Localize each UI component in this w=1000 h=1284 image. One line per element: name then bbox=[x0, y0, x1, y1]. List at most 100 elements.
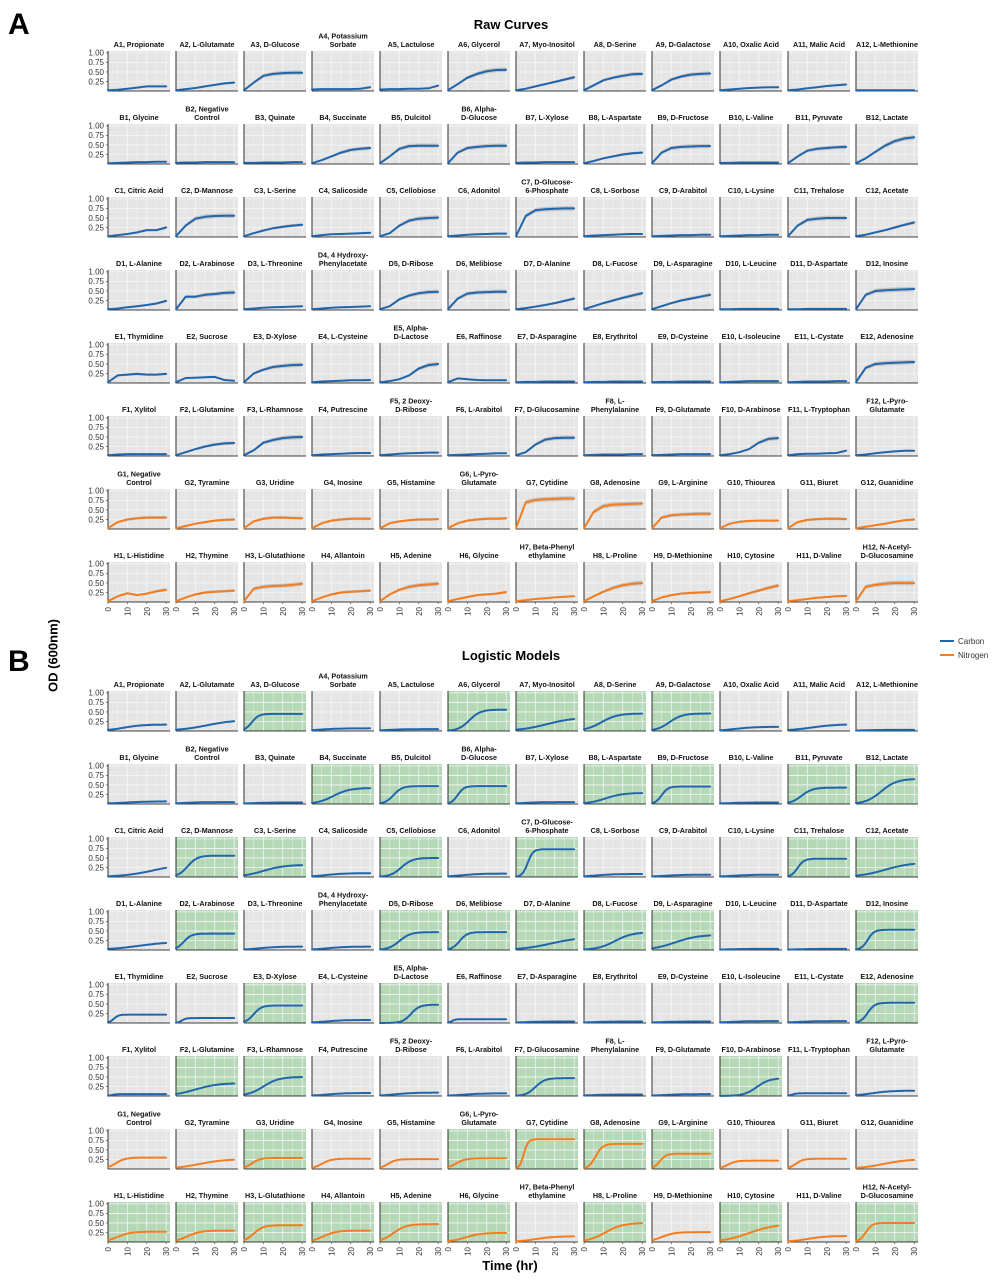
raw-ribbon bbox=[244, 581, 303, 602]
panel-title: B12, Lactate bbox=[866, 113, 908, 122]
model-panel-bg bbox=[244, 764, 306, 804]
raw-panel-bg bbox=[856, 197, 918, 237]
raw-curve bbox=[855, 582, 916, 603]
model-panel-bg bbox=[448, 764, 510, 804]
model-panel-B12: B12, Lactate bbox=[855, 753, 918, 805]
raw-curve bbox=[447, 232, 508, 238]
raw-curve bbox=[243, 71, 304, 92]
model-curve bbox=[379, 1223, 440, 1241]
x-tick-label: 10 bbox=[531, 1246, 540, 1255]
model-panel-G12: G12, Guanidine bbox=[855, 1118, 918, 1170]
x-tick-label: 30 bbox=[910, 1246, 919, 1255]
raw-panel-A3: A3, D-Glucose bbox=[243, 40, 306, 92]
y-tick-label: 0.75 bbox=[88, 771, 104, 780]
panel-title: A12, L-Methionine bbox=[856, 680, 918, 689]
raw-panel-E4: E4, L-Cysteine bbox=[311, 332, 374, 384]
raw-panel-bg bbox=[652, 270, 714, 310]
model-curve bbox=[787, 947, 848, 951]
model-curve bbox=[515, 938, 576, 950]
model-curve bbox=[651, 1231, 712, 1242]
x-tick-label: 0 bbox=[308, 1246, 317, 1251]
model-curve bbox=[583, 931, 644, 951]
raw-panel-C2: C2, D-Mannose bbox=[175, 186, 238, 238]
panel-title: G4, Inosine bbox=[324, 1118, 363, 1127]
model-curve bbox=[107, 1093, 168, 1097]
model-panel-A1: A1, Propionate 0.250.500.751.00 bbox=[88, 680, 170, 732]
raw-panel-bg bbox=[788, 343, 850, 383]
model-curve bbox=[651, 1020, 712, 1024]
y-tick-label: 1.00 bbox=[88, 835, 104, 844]
panel-title: H6, Glycine bbox=[459, 551, 498, 560]
panel-title: E2, Sucrose bbox=[186, 972, 227, 981]
x-tick-label: 30 bbox=[638, 1246, 647, 1255]
panel-title: C7, D-Glucose- bbox=[521, 178, 573, 187]
model-panel-bg bbox=[448, 691, 510, 731]
raw-curve bbox=[583, 502, 644, 530]
raw-panel-bg bbox=[652, 416, 714, 456]
raw-curve bbox=[515, 436, 576, 457]
raw-panel-bg bbox=[312, 51, 374, 91]
model-panel-E3: E3, D-Xylose bbox=[243, 972, 306, 1024]
model-panel-C12: C12, Acetate bbox=[855, 826, 918, 878]
panel-title: A12, L-Methionine bbox=[856, 40, 918, 49]
raw-curve bbox=[107, 85, 168, 92]
raw-curve bbox=[447, 144, 508, 165]
panel-title: G2, Tyramine bbox=[184, 478, 229, 487]
raw-curve bbox=[719, 380, 780, 384]
model-panel-D11: D11, D-Aspartate bbox=[787, 899, 850, 951]
model-panel-H12: H12, N-Acetyl-D-Glucosamine 0 10 20 30 bbox=[852, 1183, 919, 1256]
x-tick-label: 20 bbox=[347, 606, 356, 615]
panel-title: C3, L-Serine bbox=[254, 186, 296, 195]
y-tick-label: 0.75 bbox=[88, 423, 104, 432]
raw-curve bbox=[855, 136, 916, 165]
panel-title: G1, Negative bbox=[117, 1110, 161, 1119]
panel-title: B8, L-Aspartate bbox=[588, 113, 641, 122]
model-curve bbox=[107, 723, 168, 731]
panel-title: E3, D-Xylose bbox=[253, 332, 297, 341]
raw-panel-bg bbox=[584, 124, 646, 164]
model-panel-bg bbox=[788, 837, 850, 877]
raw-ribbon bbox=[788, 144, 847, 164]
panel-title: D-Lactose bbox=[394, 972, 429, 981]
model-panel-bg bbox=[652, 983, 714, 1023]
model-curve bbox=[787, 857, 848, 878]
x-tick-label: 0 bbox=[580, 606, 589, 611]
model-panel-F5: F5, 2 Deoxy-D-Ribose bbox=[379, 1037, 442, 1097]
raw-curve bbox=[311, 147, 372, 165]
panel-title: B3, Quinate bbox=[255, 113, 295, 122]
model-panel-bg bbox=[652, 1056, 714, 1096]
raw-curve bbox=[379, 216, 440, 238]
raw-panel-H2: H2, Thymine 0 10 20 30 bbox=[172, 551, 239, 616]
model-panel-F8: F8, L-Phenylalanine bbox=[583, 1037, 646, 1097]
x-tick-label: 20 bbox=[347, 1246, 356, 1255]
raw-panel-F4: F4, Putrescine bbox=[311, 405, 374, 457]
raw-ribbon bbox=[788, 215, 847, 237]
model-panel-bg bbox=[652, 1129, 714, 1169]
raw-panel-C4: C4, Salicoside bbox=[311, 186, 374, 238]
raw-curve bbox=[787, 380, 848, 384]
model-curve bbox=[243, 1004, 304, 1023]
panel-title: H8, L-Proline bbox=[593, 1191, 637, 1200]
raw-curve bbox=[651, 233, 712, 238]
panel-title: B11, Pyruvate bbox=[795, 753, 842, 762]
panel-title: G6, L-Pyro- bbox=[460, 1110, 499, 1119]
model-panel-A5: A5, Lactulose bbox=[379, 680, 442, 732]
raw-curve bbox=[855, 221, 916, 238]
x-tick-label: 20 bbox=[823, 606, 832, 615]
x-tick-label: 10 bbox=[803, 1246, 812, 1255]
model-panel-bg bbox=[516, 837, 578, 877]
panel-title: C6, Adonitol bbox=[458, 826, 500, 835]
x-tick-label: 0 bbox=[104, 1246, 113, 1251]
raw-panel-E6: E6, Raffinose bbox=[447, 332, 510, 384]
raw-curve bbox=[447, 452, 508, 457]
model-panel-bg bbox=[720, 910, 782, 950]
panel-title: H12, N-Acetyl- bbox=[863, 543, 912, 552]
raw-panel-A1: A1, Propionate 0.250.500.751.00 bbox=[88, 40, 170, 92]
model-curve bbox=[719, 725, 780, 732]
y-tick-label: 0.50 bbox=[88, 1146, 104, 1155]
raw-panel-G6: G6, L-Pyro-Glutamate bbox=[447, 470, 510, 530]
panel-title: E6, Raffinose bbox=[456, 332, 502, 341]
raw-curve bbox=[379, 144, 440, 165]
model-panel-H5: H5, Adenine 0 10 20 30 bbox=[376, 1191, 443, 1256]
x-tick-label: 20 bbox=[823, 1246, 832, 1255]
